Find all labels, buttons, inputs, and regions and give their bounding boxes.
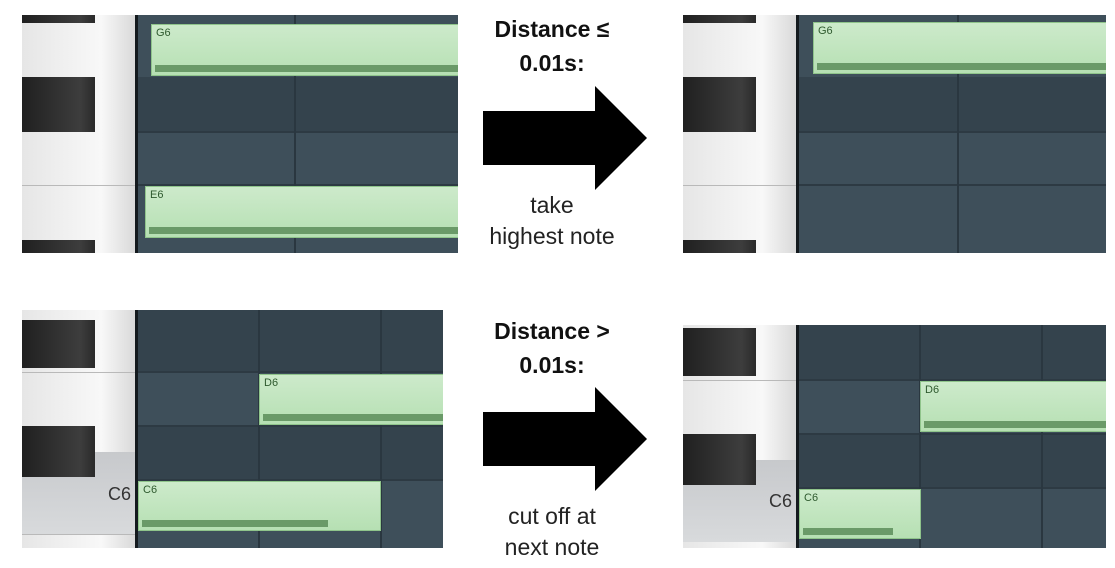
top-before-piano-roll: G6 E6 — [22, 15, 458, 253]
bottom-heading: Distance > 0.01s: — [452, 314, 652, 382]
piano-keys — [683, 325, 796, 548]
c6-key-label: C6 — [769, 491, 793, 511]
note-d6: D6 — [920, 381, 1106, 432]
top-heading-line2: 0.01s: — [519, 50, 585, 76]
note-g6: G6 — [813, 22, 1106, 74]
note-c6: C6 — [138, 481, 381, 531]
note-g6: G6 — [151, 24, 458, 76]
note-label: G6 — [156, 27, 171, 39]
top-caption-line1: take — [530, 192, 574, 218]
top-heading: Distance ≤ 0.01s: — [452, 12, 652, 80]
black-key — [22, 240, 95, 253]
bottom-before-piano-roll: C6 D6 C6 — [22, 310, 443, 548]
black-key — [22, 77, 95, 132]
top-right-arrow-icon — [483, 86, 647, 190]
note-label: C6 — [804, 492, 819, 504]
note-label: D6 — [264, 377, 279, 389]
bottom-right-arrow-icon — [483, 387, 647, 491]
bottom-after-piano-roll: C6 D6 C6 — [683, 325, 1106, 548]
note-label: C6 — [143, 484, 158, 496]
top-caption: take highest note — [452, 190, 652, 252]
note-c6: C6 — [799, 489, 921, 539]
piano-keys — [22, 15, 135, 253]
top-heading-line1: Distance ≤ — [494, 16, 610, 42]
bottom-caption: cut off at next note — [452, 501, 652, 563]
black-key — [22, 426, 95, 477]
black-key — [683, 328, 756, 376]
bottom-caption-line1: cut off at — [508, 503, 596, 529]
c6-key-label: C6 — [108, 484, 132, 504]
black-key — [22, 320, 95, 368]
black-key — [683, 77, 756, 132]
note-label: D6 — [925, 384, 940, 396]
top-after-piano-roll: G6 — [683, 15, 1106, 253]
black-key — [683, 240, 756, 253]
note-d6: D6 — [259, 374, 443, 425]
note-label: E6 — [150, 189, 164, 201]
bottom-heading-line1: Distance > — [494, 318, 610, 344]
note-e6: E6 — [145, 186, 458, 238]
black-key — [22, 15, 95, 23]
bottom-heading-line2: 0.01s: — [519, 352, 585, 378]
note-label: G6 — [818, 25, 833, 37]
bottom-caption-line2: next note — [504, 534, 600, 560]
black-key — [683, 15, 756, 23]
piano-keys — [683, 15, 796, 253]
top-caption-line2: highest note — [489, 223, 615, 249]
black-key — [683, 434, 756, 485]
piano-keys — [22, 310, 135, 548]
